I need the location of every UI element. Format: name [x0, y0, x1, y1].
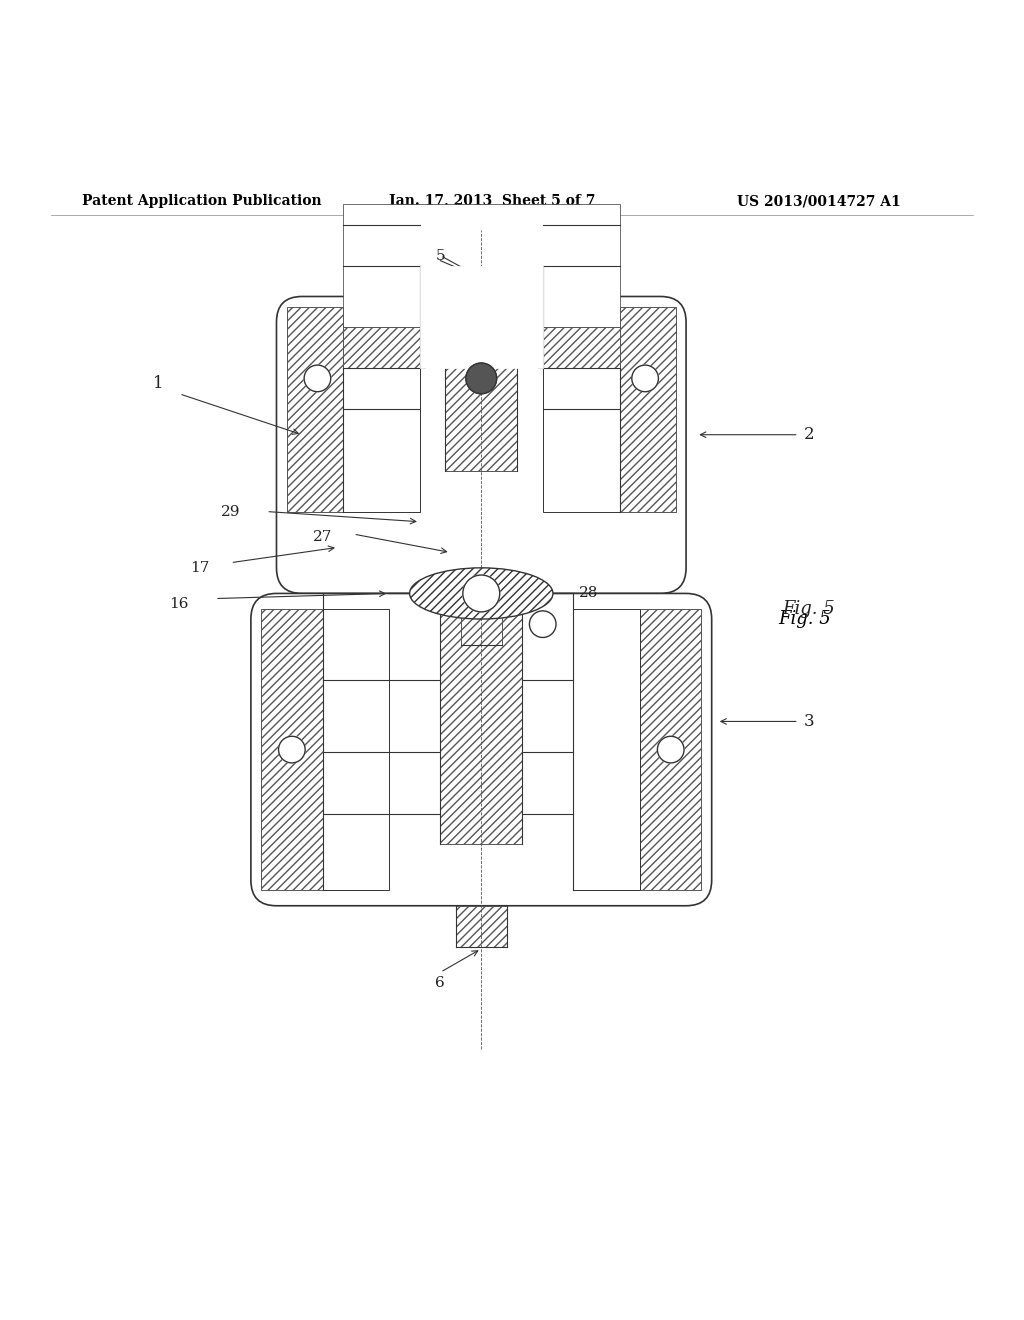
Circle shape: [529, 611, 556, 638]
Bar: [420, 265, 486, 368]
Circle shape: [632, 366, 658, 392]
Bar: [461, 603, 502, 644]
Text: US 2013/0014727 A1: US 2013/0014727 A1: [737, 194, 901, 209]
Text: 3: 3: [804, 713, 814, 730]
Bar: [456, 906, 507, 946]
Bar: [456, 260, 507, 297]
Bar: [440, 603, 522, 845]
Bar: [445, 297, 517, 470]
FancyBboxPatch shape: [276, 297, 686, 594]
Text: 2: 2: [804, 426, 814, 444]
Bar: [343, 368, 420, 512]
Bar: [543, 368, 620, 512]
Text: Jan. 17, 2013  Sheet 5 of 7: Jan. 17, 2013 Sheet 5 of 7: [389, 194, 596, 209]
Circle shape: [466, 363, 497, 393]
Text: 28: 28: [580, 586, 598, 601]
Text: 6: 6: [435, 975, 445, 990]
Bar: [573, 609, 640, 891]
Circle shape: [657, 737, 684, 763]
Text: 1: 1: [154, 375, 164, 392]
Bar: [538, 327, 620, 368]
Bar: [620, 306, 676, 512]
Bar: [323, 609, 389, 891]
FancyBboxPatch shape: [251, 594, 712, 906]
Bar: [343, 327, 425, 368]
Bar: [287, 306, 343, 512]
Bar: [640, 609, 701, 891]
Bar: [476, 265, 543, 368]
Text: Patent Application Publication: Patent Application Publication: [82, 194, 322, 209]
Circle shape: [463, 576, 500, 612]
Text: Fig. 5: Fig. 5: [782, 599, 836, 618]
Text: 29: 29: [220, 504, 241, 519]
Text: Fig. 5: Fig. 5: [778, 610, 831, 628]
Text: 5: 5: [435, 248, 445, 263]
Circle shape: [279, 737, 305, 763]
Ellipse shape: [410, 568, 553, 619]
Text: 17: 17: [190, 561, 209, 574]
Bar: [261, 609, 323, 891]
Bar: [343, 205, 620, 327]
Text: 27: 27: [313, 531, 332, 544]
Text: 16: 16: [169, 597, 189, 611]
Circle shape: [304, 366, 331, 392]
Bar: [468, 573, 494, 614]
